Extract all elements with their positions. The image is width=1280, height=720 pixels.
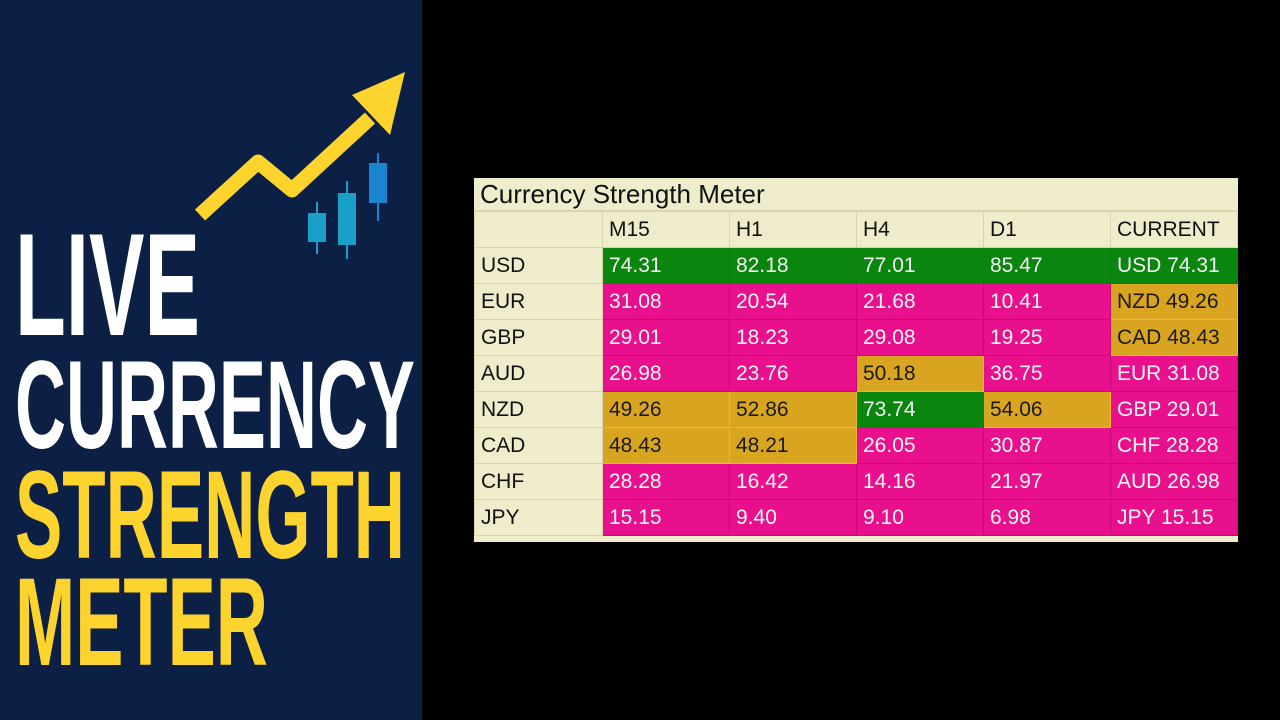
- strength-cell: 29.08: [856, 319, 984, 356]
- strength-cell: 74.31: [602, 247, 730, 284]
- currency-label: NZD: [474, 391, 603, 428]
- trend-arrow-icon: [194, 72, 405, 221]
- strength-cell: 31.08: [602, 283, 730, 320]
- strength-cell: 9.10: [856, 499, 984, 536]
- strength-cell: 29.01: [602, 319, 730, 356]
- strength-cell: 85.47: [983, 247, 1111, 284]
- column-header: H4: [856, 211, 984, 248]
- column-header: H1: [729, 211, 857, 248]
- strength-cell: 20.54: [729, 283, 857, 320]
- strength-cell: 73.74: [856, 391, 984, 428]
- strength-cell: 26.98: [602, 355, 730, 392]
- table-row: USD 74.31 82.18 77.01 85.47 USD 74.31: [474, 247, 1238, 284]
- strength-cell: 30.87: [983, 427, 1111, 464]
- strength-cell: 36.75: [983, 355, 1111, 392]
- strength-cell: CHF 28.28: [1110, 427, 1238, 464]
- column-header: D1: [983, 211, 1111, 248]
- headline-strength: STRENGTH: [15, 446, 405, 585]
- currency-label: JPY: [474, 499, 603, 536]
- table-row: EUR 31.08 20.54 21.68 10.41 NZD 49.26: [474, 283, 1238, 320]
- strength-cell: AUD 26.98: [1110, 463, 1238, 500]
- strength-table: M15 H1 H4 D1 CURRENT USD 74.31 82.18 77.01 85.47 U…: [474, 211, 1238, 536]
- currency-label: AUD: [474, 355, 603, 392]
- strength-cell: 50.18: [856, 355, 984, 392]
- column-header: M15: [602, 211, 730, 248]
- currency-label: EUR: [474, 283, 603, 320]
- strength-cell: 48.21: [729, 427, 857, 464]
- meter-title: Currency Strength Meter: [474, 178, 1238, 211]
- strength-cell: USD 74.31: [1110, 247, 1238, 284]
- strength-cell: JPY 15.15: [1110, 499, 1238, 536]
- headline-currency: CURRENCY: [15, 336, 415, 475]
- header-row: M15 H1 H4 D1 CURRENT: [474, 211, 1238, 248]
- strength-cell: EUR 31.08: [1110, 355, 1238, 392]
- strength-cell: 82.18: [729, 247, 857, 284]
- strength-cell: 18.23: [729, 319, 857, 356]
- strength-cell: 49.26: [602, 391, 730, 428]
- strength-cell: NZD 49.26: [1110, 283, 1238, 320]
- table-row: GBP 29.01 18.23 29.08 19.25 CAD 48.43: [474, 319, 1238, 356]
- strength-cell: 23.76: [729, 355, 857, 392]
- strength-cell: 54.06: [983, 391, 1111, 428]
- strength-cell: 21.97: [983, 463, 1111, 500]
- strength-cell: 15.15: [602, 499, 730, 536]
- strength-cell: 16.42: [729, 463, 857, 500]
- headline-meter: METER: [15, 553, 268, 692]
- strength-cell: GBP 29.01: [1110, 391, 1238, 428]
- currency-label: USD: [474, 247, 603, 284]
- strength-cell: 26.05: [856, 427, 984, 464]
- strength-cell: CAD 48.43: [1110, 319, 1238, 356]
- table-row: JPY 15.15 9.40 9.10 6.98 JPY 15.15: [474, 499, 1238, 536]
- currency-label: CAD: [474, 427, 603, 464]
- headline-live: LIVE: [15, 203, 200, 366]
- table-row: NZD 49.26 52.86 73.74 54.06 GBP 29.01: [474, 391, 1238, 428]
- strength-cell: 19.25: [983, 319, 1111, 356]
- strength-cell: 9.40: [729, 499, 857, 536]
- column-header: CURRENT: [1110, 211, 1238, 248]
- banner-graphic: LIVE CURRENCY STRENGTH METER: [15, 72, 415, 692]
- strength-cell: 10.41: [983, 283, 1111, 320]
- strength-cell: 14.16: [856, 463, 984, 500]
- banner-panel: LIVE CURRENCY STRENGTH METER: [0, 0, 422, 720]
- column-header: [474, 211, 603, 248]
- strength-cell: 21.68: [856, 283, 984, 320]
- currency-label: CHF: [474, 463, 603, 500]
- currency-label: GBP: [474, 319, 603, 356]
- table-row: AUD 26.98 23.76 50.18 36.75 EUR 31.08: [474, 355, 1238, 392]
- table-row: CHF 28.28 16.42 14.16 21.97 AUD 26.98: [474, 463, 1238, 500]
- currency-strength-meter: Currency Strength Meter M15 H1 H4 D1 CURRENT…: [474, 178, 1238, 542]
- strength-cell: 6.98: [983, 499, 1111, 536]
- candlestick-icon: [308, 153, 387, 259]
- strength-cell: 52.86: [729, 391, 857, 428]
- strength-cell: 48.43: [602, 427, 730, 464]
- strength-cell: 28.28: [602, 463, 730, 500]
- strength-cell: 77.01: [856, 247, 984, 284]
- table-row: CAD 48.43 48.21 26.05 30.87 CHF 28.28: [474, 427, 1238, 464]
